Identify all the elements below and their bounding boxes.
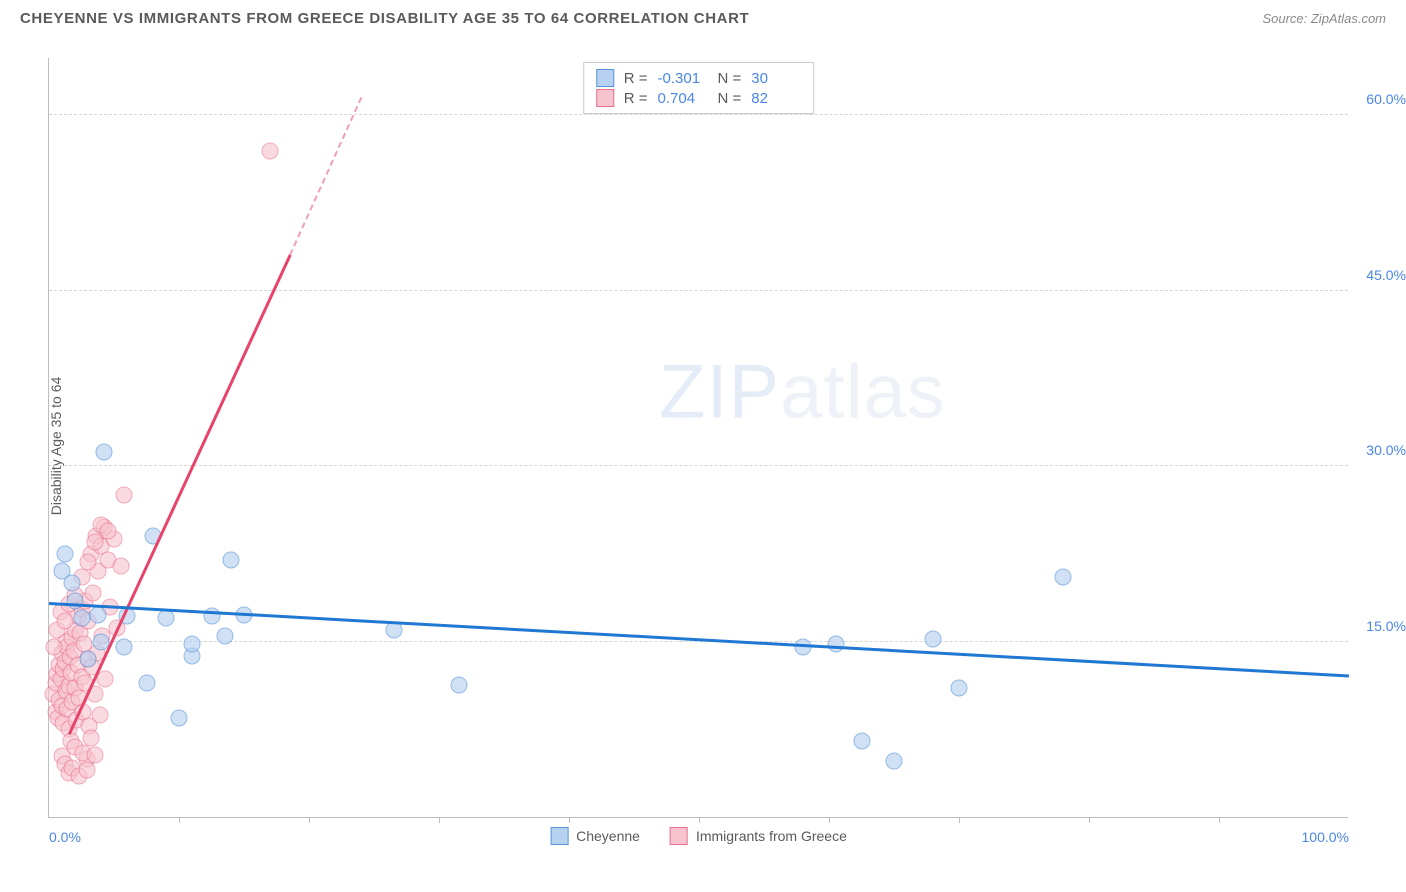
greece-point — [46, 639, 63, 656]
gridline — [49, 290, 1348, 291]
y-tick-label: 45.0% — [1366, 267, 1406, 283]
cheyenne-point — [90, 606, 107, 623]
greece-point — [112, 557, 129, 574]
stat-r-value: 0.704 — [658, 90, 708, 107]
legend-label: Immigrants from Greece — [696, 828, 847, 844]
stat-r-value: -0.301 — [658, 70, 708, 87]
x-tick — [179, 817, 180, 823]
cheyenne-point — [1055, 569, 1072, 586]
greece-point — [82, 729, 99, 746]
regression-line — [289, 97, 362, 256]
watermark-thin: atlas — [780, 349, 946, 434]
chart-source: Source: ZipAtlas.com — [1262, 11, 1386, 26]
legend-label: Cheyenne — [576, 828, 640, 844]
x-tick — [569, 817, 570, 823]
watermark-bold: ZIP — [659, 349, 780, 434]
greece-point — [80, 554, 97, 571]
gridline — [49, 465, 1348, 466]
x-tick — [699, 817, 700, 823]
cheyenne-point — [223, 551, 240, 568]
regression-line — [49, 602, 1349, 677]
bottom-legend: Cheyenne Immigrants from Greece — [550, 827, 847, 845]
x-tick-label: 100.0% — [1302, 829, 1349, 845]
greece-point — [56, 612, 73, 629]
y-tick-label: 60.0% — [1366, 91, 1406, 107]
plot-area: ZIPatlas R =-0.301N =30R =0.704N =82 Che… — [48, 58, 1348, 818]
x-tick — [1089, 817, 1090, 823]
legend-swatch — [670, 827, 688, 845]
chart-header: CHEYENNE VS IMMIGRANTS FROM GREECE DISAB… — [0, 0, 1406, 31]
stat-n-value: 30 — [751, 70, 801, 87]
cheyenne-point — [158, 610, 175, 627]
cheyenne-point — [795, 639, 812, 656]
legend-item: Immigrants from Greece — [670, 827, 847, 845]
cheyenne-point — [853, 733, 870, 750]
legend-swatch — [550, 827, 568, 845]
cheyenne-point — [64, 575, 81, 592]
cheyenne-point — [827, 635, 844, 652]
cheyenne-point — [216, 627, 233, 644]
greece-point — [85, 584, 102, 601]
cheyenne-point — [925, 631, 942, 648]
x-tick — [829, 817, 830, 823]
cheyenne-point — [184, 635, 201, 652]
y-tick-label: 15.0% — [1366, 618, 1406, 634]
greece-point — [78, 762, 95, 779]
x-tick-label: 0.0% — [49, 829, 81, 845]
y-tick-label: 30.0% — [1366, 442, 1406, 458]
cheyenne-point — [450, 676, 467, 693]
greece-point — [116, 487, 133, 504]
legend-swatch — [596, 69, 614, 87]
stat-r-label: R = — [624, 70, 648, 87]
stats-row: R = -0.301 N = 30 — [596, 68, 802, 88]
stats-box: R = -0.301 N = 30 R = 0.704 N = 82 — [583, 62, 815, 114]
stat-n-label: N = — [718, 70, 742, 87]
greece-point — [96, 671, 113, 688]
cheyenne-point — [171, 709, 188, 726]
x-tick — [959, 817, 960, 823]
gridline — [49, 114, 1348, 115]
chart-title: CHEYENNE VS IMMIGRANTS FROM GREECE DISAB… — [20, 10, 749, 27]
greece-point — [262, 142, 279, 159]
legend-item: Cheyenne — [550, 827, 640, 845]
legend-swatch — [596, 89, 614, 107]
cheyenne-point — [95, 444, 112, 461]
cheyenne-point — [116, 639, 133, 656]
regression-line — [67, 254, 290, 734]
cheyenne-point — [886, 752, 903, 769]
x-tick — [309, 817, 310, 823]
stat-r-label: R = — [624, 90, 648, 107]
stat-n-label: N = — [718, 90, 742, 107]
greece-point — [91, 707, 108, 724]
greece-point — [86, 747, 103, 764]
cheyenne-point — [951, 680, 968, 697]
cheyenne-point — [73, 610, 90, 627]
x-tick — [1219, 817, 1220, 823]
cheyenne-point — [138, 674, 155, 691]
cheyenne-point — [80, 651, 97, 668]
cheyenne-point — [67, 592, 84, 609]
greece-point — [99, 522, 116, 539]
cheyenne-point — [56, 545, 73, 562]
chart-container: Disability Age 35 to 64 ZIPatlas R =-0.3… — [48, 58, 1348, 818]
x-tick — [439, 817, 440, 823]
watermark: ZIPatlas — [659, 348, 946, 435]
stat-n-value: 82 — [751, 90, 801, 107]
stats-row: R = 0.704 N = 82 — [596, 88, 802, 108]
